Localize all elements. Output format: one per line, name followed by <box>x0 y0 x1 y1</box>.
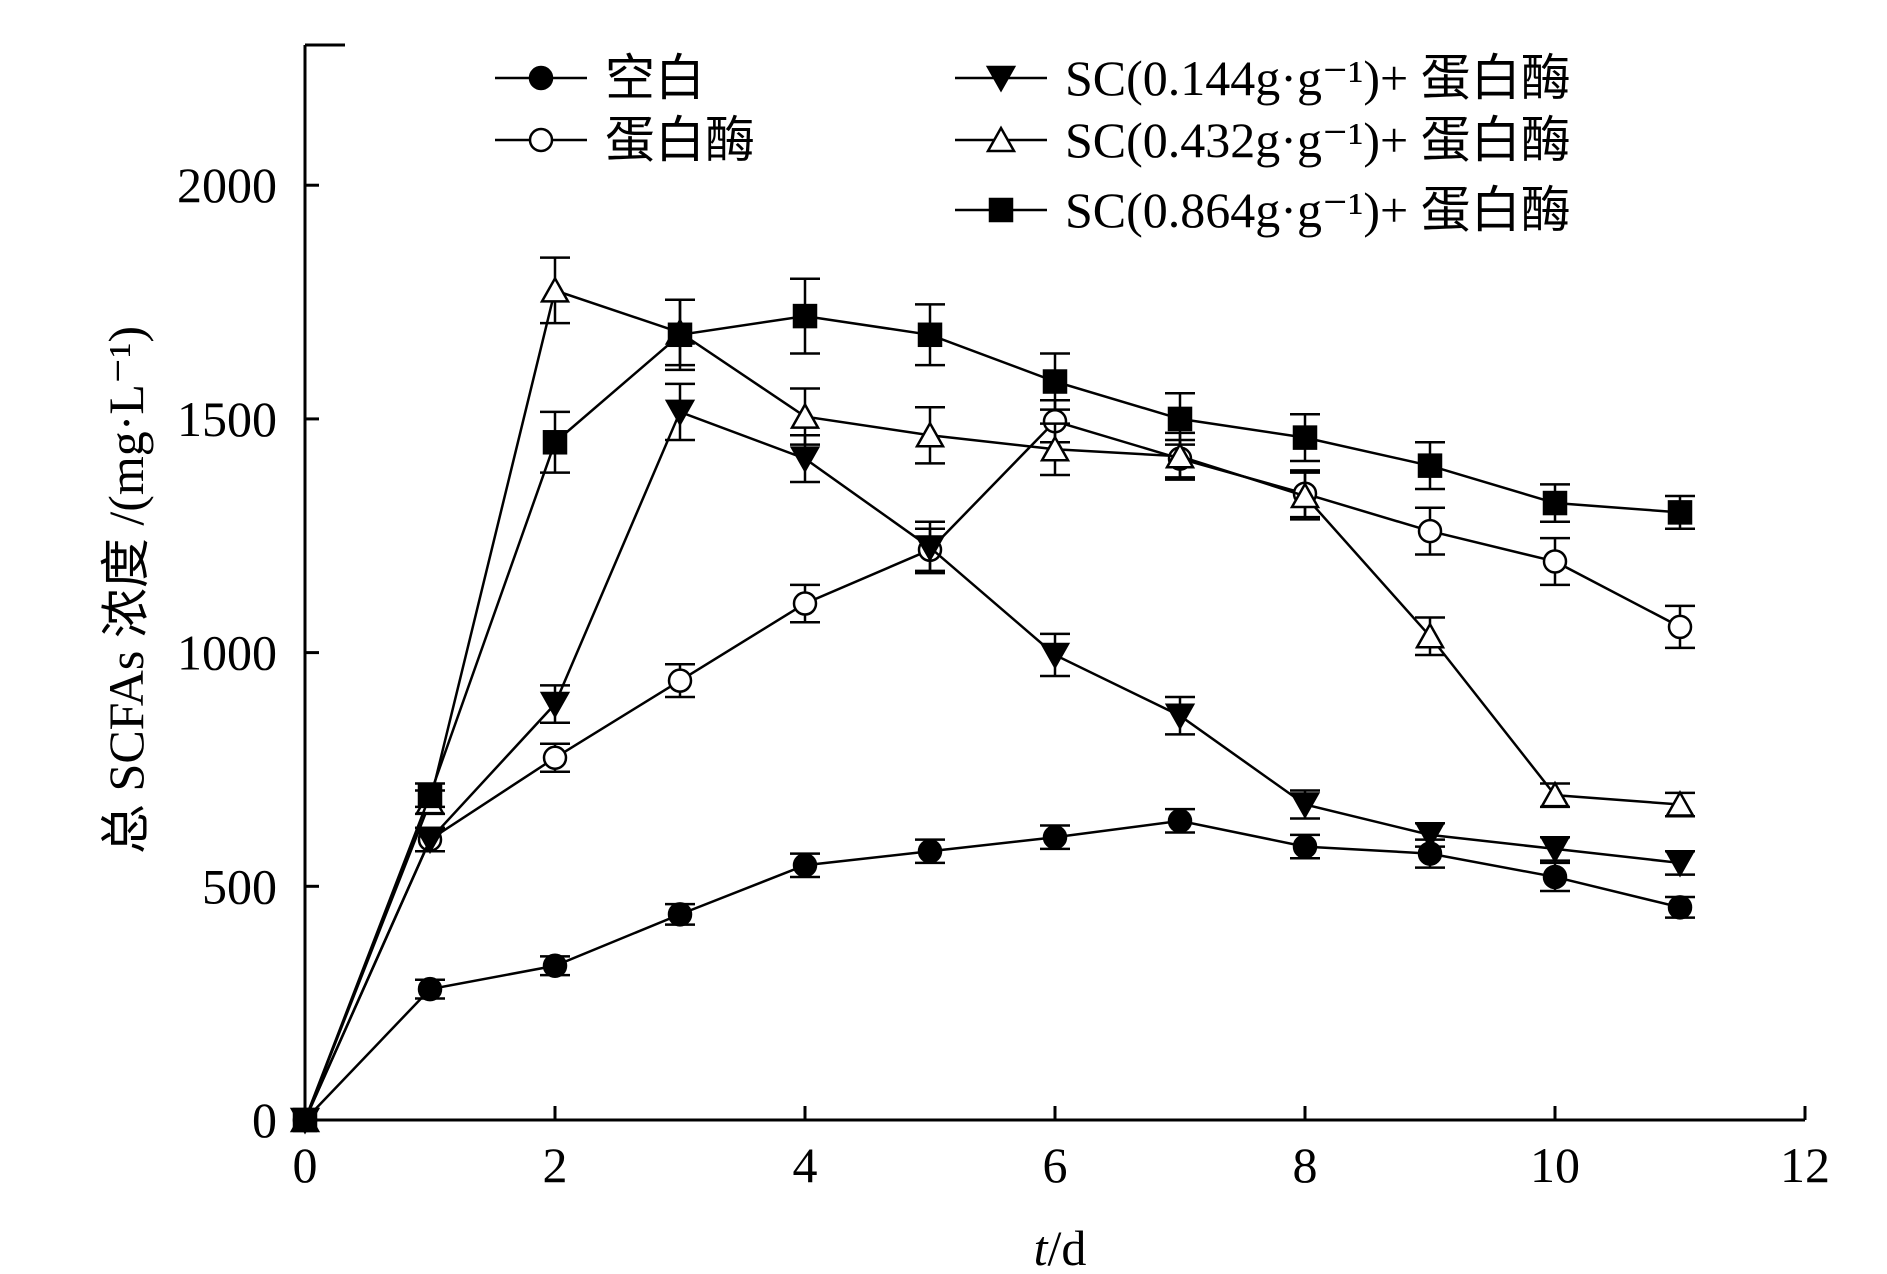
data-point <box>917 322 943 348</box>
x-axis-title: t/d <box>1034 1220 1087 1274</box>
data-point <box>1292 425 1318 450</box>
series-line <box>303 410 1681 1121</box>
data-point <box>914 420 946 448</box>
data-point <box>792 591 818 616</box>
data-point <box>414 827 446 855</box>
data-point <box>1167 808 1193 834</box>
data-point <box>542 745 568 771</box>
series-layer <box>289 256 1696 1135</box>
legend-marker <box>988 197 1014 223</box>
data-point <box>1664 850 1696 878</box>
legend-marker <box>985 125 1017 153</box>
data-point <box>1417 453 1443 478</box>
data-point <box>417 976 443 1002</box>
series-line <box>303 288 1681 1121</box>
data-point <box>1042 824 1068 850</box>
data-point <box>667 322 693 348</box>
data-point <box>667 668 693 693</box>
legend-item-1: 蛋白酶 <box>495 112 755 168</box>
legend-item-4: SC(0.864g·g⁻¹)+ 蛋白酶 <box>955 182 1571 238</box>
series-0 <box>292 807 1695 1133</box>
x-tick-label: 6 <box>1043 1137 1068 1193</box>
legend-item-2: SC(0.144g·g⁻¹)+ 蛋白酶 <box>955 50 1571 106</box>
data-point <box>1542 490 1568 516</box>
y-tick-label: 0 <box>252 1092 277 1148</box>
y-tick-label: 1000 <box>177 625 277 681</box>
x-tick-label: 2 <box>543 1137 568 1193</box>
data-point <box>789 402 821 429</box>
series-1 <box>292 398 1695 1133</box>
data-point <box>1289 792 1321 820</box>
data-point <box>667 902 693 927</box>
data-point <box>1042 369 1068 394</box>
data-point <box>1039 642 1071 670</box>
data-point <box>789 446 821 474</box>
data-point <box>917 839 943 864</box>
x-tick-label: 4 <box>793 1137 818 1193</box>
data-point <box>914 535 946 562</box>
legend-item-3: SC(0.432g·g⁻¹)+ 蛋白酶 <box>955 112 1571 168</box>
data-point <box>1542 549 1568 574</box>
data-point <box>1417 518 1443 544</box>
data-point <box>1164 703 1196 731</box>
data-point <box>539 275 571 303</box>
data-point <box>1667 500 1693 525</box>
series-4 <box>292 277 1695 1133</box>
data-point <box>664 399 696 427</box>
data-point <box>1542 864 1568 890</box>
legend-label: 蛋白酶 <box>605 112 755 168</box>
legend-marker <box>985 65 1017 93</box>
x-tick-label: 10 <box>1530 1137 1580 1193</box>
data-point <box>1667 895 1693 920</box>
legend-item-0: 空白 <box>495 50 705 106</box>
x-tick-label: 8 <box>1293 1137 1318 1193</box>
data-point <box>1667 614 1693 640</box>
data-point <box>1539 836 1571 864</box>
data-point <box>1414 621 1446 649</box>
x-axis-title-variable: t <box>1034 1220 1049 1274</box>
y-tick-label: 1500 <box>177 391 277 447</box>
data-point <box>1414 822 1446 850</box>
legend-label: 空白 <box>605 50 705 106</box>
data-point <box>417 782 443 808</box>
data-point <box>539 691 571 719</box>
data-point <box>1289 481 1321 509</box>
data-point <box>542 430 568 455</box>
y-tick-label: 500 <box>202 858 277 914</box>
data-point <box>1292 834 1318 859</box>
series-line <box>304 819 1681 1121</box>
data-point <box>792 303 818 329</box>
x-tick-label: 0 <box>293 1137 318 1193</box>
data-point <box>1167 406 1193 432</box>
data-point <box>542 953 568 979</box>
legend-label: SC(0.864g·g⁻¹)+ 蛋白酶 <box>1065 182 1571 238</box>
data-point <box>1164 441 1196 469</box>
y-tick-label: 2000 <box>177 157 277 213</box>
legend-marker <box>528 127 554 153</box>
series-2 <box>289 382 1696 1135</box>
legend-label: SC(0.432g·g⁻¹)+ 蛋白酶 <box>1065 112 1571 168</box>
legend-label: SC(0.144g·g⁻¹)+ 蛋白酶 <box>1065 50 1571 106</box>
y-axis-title: 总 SCFAs 浓度 /(mg·L⁻¹) <box>98 326 154 854</box>
x-tick-label: 12 <box>1780 1137 1830 1193</box>
data-point <box>1539 780 1571 808</box>
data-point <box>792 853 818 878</box>
series-3 <box>289 256 1696 1133</box>
axes: 0 500 1000 1500 2000 0 2 4 6 8 10 12 <box>177 43 1830 1193</box>
series-line <box>303 419 1681 1121</box>
data-point <box>1039 434 1071 462</box>
legend-marker <box>528 65 554 91</box>
data-point <box>1664 789 1696 817</box>
series-line <box>303 314 1681 1121</box>
x-axis-title-unit: /d <box>1048 1220 1087 1274</box>
data-point <box>292 1107 318 1133</box>
